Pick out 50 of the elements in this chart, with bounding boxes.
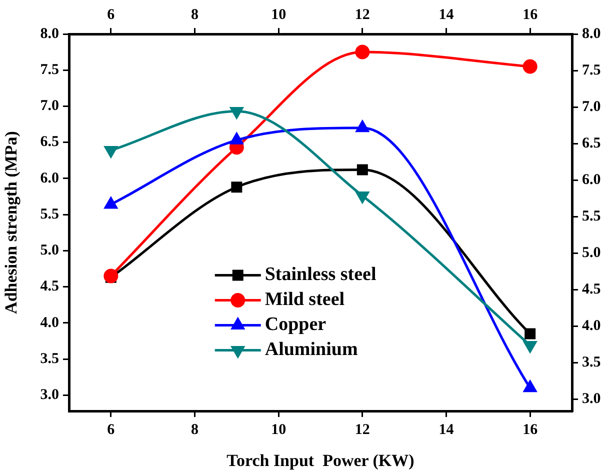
x2-tick-label: 12 (354, 6, 370, 23)
y-tick-label: 6.5 (40, 134, 59, 150)
x2-tick-label: 10 (271, 6, 286, 23)
x-tick-label: 16 (522, 422, 538, 438)
point (522, 59, 538, 74)
y-tick-label: 3.5 (40, 350, 59, 367)
y2-tick-label: 6.0 (582, 172, 601, 188)
y2-tick-label: 5.0 (582, 245, 601, 262)
y2-tick-label: 7.5 (582, 62, 601, 78)
x-axis-title: Torch Input Power (KW) (226, 451, 414, 470)
y-tick-label: 3.0 (40, 386, 59, 403)
y-tick-label: 8.0 (40, 26, 59, 42)
x2-tick-label: 16 (522, 6, 538, 23)
point (356, 164, 368, 176)
point (356, 120, 369, 132)
y-axis-title: Adhesion strength (MPa) (2, 131, 21, 314)
point (104, 197, 118, 209)
x-tick-label: 6 (107, 422, 116, 438)
x2-tick-label: 14 (438, 6, 454, 23)
x-tick-label: 12 (354, 422, 370, 438)
point (231, 182, 242, 193)
x-tick-label: 8 (191, 422, 198, 438)
y2-tick-label: 5.5 (582, 208, 601, 225)
x-tick-label: 14 (438, 422, 454, 438)
legend-label: Stainless steel (264, 264, 376, 286)
point (230, 132, 244, 144)
y2-tick-label: 7.0 (582, 98, 601, 115)
y-tick-label: 4.0 (40, 314, 59, 331)
y-tick-label: 7.5 (40, 62, 59, 78)
x-tick-label: 10 (271, 422, 286, 438)
point (524, 328, 536, 340)
legend-label: Mild steel (264, 289, 345, 310)
y-tick-label: 7.0 (40, 98, 59, 114)
y2-tick-label: 4.5 (582, 282, 601, 298)
point (524, 380, 537, 392)
y-tick-label: 5.0 (40, 242, 59, 259)
legend-label: Copper (264, 314, 327, 336)
y2-tick-label: 3.0 (582, 391, 601, 408)
y-tick-label: 5.5 (40, 206, 59, 222)
y2-tick-label: 4.0 (582, 318, 601, 334)
legend-label: Aluminium (264, 339, 358, 360)
x2-tick-label: 6 (107, 6, 116, 23)
point (355, 44, 370, 60)
x2-tick-label: 8 (191, 6, 198, 23)
y2-tick-label: 8.0 (582, 26, 601, 42)
y2-tick-label: 3.5 (582, 354, 601, 371)
point (104, 268, 118, 284)
y2-tick-label: 6.5 (582, 135, 601, 152)
y-tick-label: 4.5 (40, 278, 59, 295)
y-tick-label: 6.0 (40, 170, 59, 186)
